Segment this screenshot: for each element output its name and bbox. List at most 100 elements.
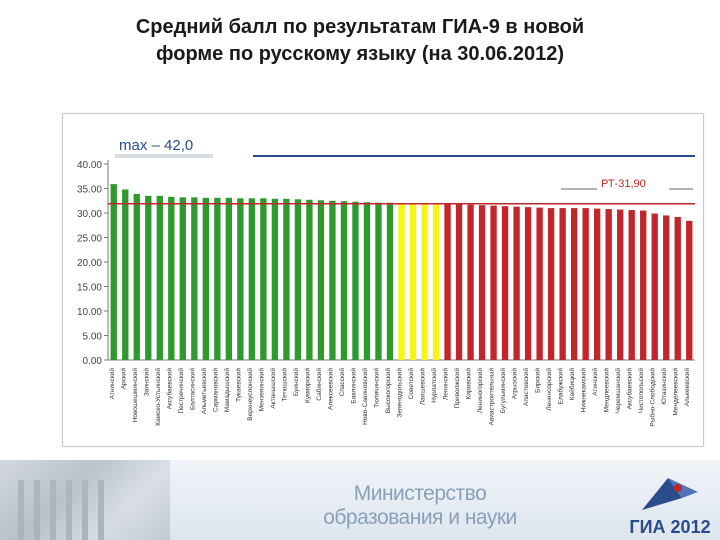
bar — [478, 205, 486, 360]
x-tick-label: Сабинский — [315, 368, 323, 401]
bar — [317, 200, 325, 360]
bar — [306, 199, 313, 360]
x-tick-label: Аксубаевский — [165, 368, 173, 410]
y-tick-label: 30.00 — [77, 209, 102, 220]
bar — [294, 199, 302, 360]
bar — [283, 198, 290, 360]
bar — [513, 206, 520, 360]
x-tick-label: Чистопольский — [637, 368, 645, 414]
x-tick-label: Ново-Савиновский — [361, 368, 369, 425]
gia-logo-text: ГИА 2012 — [629, 517, 711, 537]
x-tick-label: Актанышский — [269, 368, 277, 409]
bar — [640, 210, 647, 360]
x-tick-label: Мамадышский — [223, 368, 231, 413]
bar — [352, 201, 359, 360]
bar — [559, 208, 566, 360]
bar — [432, 203, 440, 360]
x-tick-label: Пестречинский — [177, 368, 185, 414]
x-tick-label: Лениногорский — [476, 368, 484, 413]
x-tick-label: Сармановский — [211, 368, 219, 412]
x-tick-label: Кукморский — [303, 368, 311, 403]
x-tick-label: Черемшанский — [614, 368, 622, 414]
bar — [663, 215, 670, 360]
ministry-line-2: образования и науки — [323, 506, 517, 529]
bar — [467, 204, 474, 360]
chart-frame: max – 42,0 40.00 35.00 30.00 25.00 20.00 15.00… — [62, 113, 704, 447]
max-label: max – 42,0 — [119, 137, 193, 154]
bar — [570, 208, 578, 360]
y-tick-label: 20.00 — [77, 258, 102, 269]
bar — [214, 197, 221, 360]
x-tick-label: Ютазинский — [660, 368, 668, 405]
x-tick-label: Верхнеуслонский — [246, 368, 254, 421]
ministry-logo-text: Министерство образования и науки — [290, 482, 550, 530]
x-tick-label: Бугульминский — [499, 368, 507, 413]
bar — [605, 209, 612, 360]
bar — [582, 208, 589, 360]
y-tick-label: 35.00 — [77, 185, 102, 196]
x-tick-label: Агрызский — [511, 368, 519, 400]
bar — [260, 198, 267, 360]
x-tick-label: Ленинский — [442, 368, 450, 400]
bar — [156, 195, 163, 360]
bar — [110, 184, 117, 360]
ministry-line-1: Министерство — [353, 482, 487, 505]
x-tick-label: Кайбицкий — [568, 368, 576, 401]
bar — [340, 201, 348, 360]
x-tick-label: Ленинсорский — [545, 368, 553, 411]
bar — [628, 210, 635, 360]
bar — [536, 207, 543, 360]
x-tick-label: Бирский — [534, 368, 542, 393]
x-tick-label: Арский — [119, 368, 127, 390]
x-tick-label: Аксубаевский — [626, 368, 634, 410]
bar — [547, 208, 555, 360]
x-tick-label: Буинский — [292, 368, 300, 396]
bar — [375, 202, 382, 360]
bar-chart: max – 42,0 40.00 35.00 30.00 25.00 20.00 15.00… — [77, 137, 695, 427]
bar — [363, 202, 371, 360]
bar — [386, 202, 394, 360]
bar — [202, 197, 209, 360]
x-tick-label: Авиастроительный — [488, 368, 496, 426]
bar — [248, 198, 256, 360]
gia-emblem-icon — [642, 478, 698, 510]
building-photo — [0, 460, 170, 540]
bar — [168, 196, 175, 360]
x-tick-label: Алексеевский — [326, 368, 334, 410]
bar — [329, 200, 336, 360]
x-tick-label: Новошешминский — [131, 368, 139, 423]
x-tick-label: Спасский — [338, 368, 346, 397]
x-tick-label: Кировский — [465, 368, 473, 400]
bar — [490, 205, 497, 360]
x-tick-label: Альметьевский — [200, 368, 208, 414]
y-tick-label: 15.00 — [77, 283, 102, 294]
bar — [237, 198, 244, 360]
x-tick-label: Балтасинский — [188, 368, 196, 410]
x-tick-label: Советский — [407, 368, 415, 400]
x-tick-label: Алькеевский — [683, 368, 691, 407]
bar — [651, 213, 658, 360]
y-tick-label: 0.00 — [83, 356, 103, 367]
bar — [271, 198, 279, 360]
bar — [145, 195, 152, 360]
bar — [674, 216, 681, 360]
slide-title: Средний балл по результатам ГИА-9 в ново… — [135, 16, 585, 65]
x-tick-label: Апастовский — [522, 368, 530, 406]
x-tick-label: Высокогорский — [384, 368, 392, 414]
bar — [524, 207, 532, 360]
bar — [133, 193, 140, 360]
y-tick-label: 40.00 — [77, 160, 102, 171]
bar — [179, 197, 186, 360]
x-tick-label: Атнинский — [108, 368, 116, 400]
x-tick-label: Рыбно-Слободский — [649, 368, 657, 427]
x-tick-label: Тюлячинский — [372, 368, 380, 408]
x-tick-label: Елабужский — [557, 368, 565, 405]
reference-label: РТ-31,90 — [601, 178, 646, 190]
x-tick-label: Атинский — [591, 368, 599, 396]
bar — [225, 197, 233, 360]
bar — [444, 203, 451, 360]
footer-banner: Министерство образования и науки ГИА 201… — [0, 460, 720, 540]
y-tick-label: 10.00 — [77, 307, 102, 318]
bar — [686, 220, 693, 360]
x-tick-label: Мендлеевский — [603, 368, 611, 413]
